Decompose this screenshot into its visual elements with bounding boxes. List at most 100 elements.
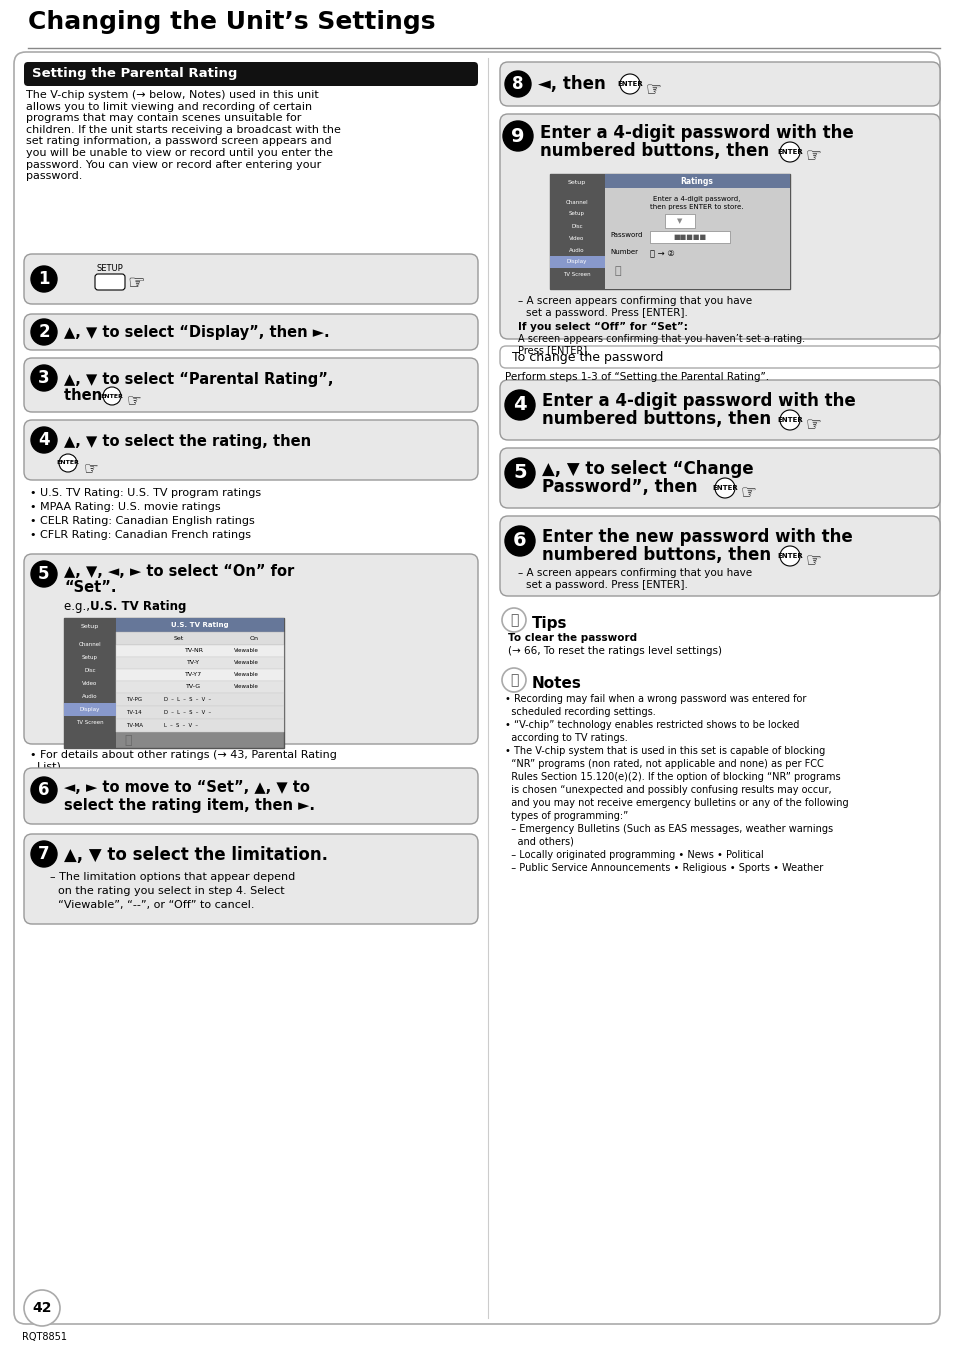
Text: 2: 2 (38, 323, 50, 342)
FancyBboxPatch shape (24, 420, 477, 481)
Text: types of programming:”: types of programming:” (504, 811, 628, 821)
FancyBboxPatch shape (24, 554, 477, 744)
Text: according to TV ratings.: according to TV ratings. (504, 733, 627, 743)
Text: SETUP: SETUP (97, 265, 124, 273)
Text: 6: 6 (38, 782, 50, 799)
Text: • “V-chip” technology enables restricted shows to be locked: • “V-chip” technology enables restricted… (504, 720, 799, 730)
Text: select the rating item, then ►.: select the rating item, then ►. (64, 798, 314, 813)
Text: 5: 5 (38, 566, 50, 583)
Text: Viewable: Viewable (233, 660, 258, 666)
Text: • CFLR Rating: Canadian French ratings: • CFLR Rating: Canadian French ratings (30, 531, 251, 540)
Text: Enter a 4-digit password with the: Enter a 4-digit password with the (539, 124, 853, 142)
FancyBboxPatch shape (24, 768, 477, 824)
Text: ☞: ☞ (127, 274, 144, 293)
Text: Video: Video (82, 680, 97, 686)
FancyBboxPatch shape (116, 720, 284, 732)
Text: and you may not receive emergency bulletins or any of the following: and you may not receive emergency bullet… (504, 798, 848, 809)
Text: – Emergency Bulletins (Such as EAS messages, weather warnings: – Emergency Bulletins (Such as EAS messa… (504, 824, 832, 834)
Circle shape (501, 668, 525, 693)
Text: TV-MA: TV-MA (126, 724, 143, 728)
FancyBboxPatch shape (116, 657, 284, 670)
Text: – The limitation options that appear depend: – The limitation options that appear dep… (50, 872, 294, 882)
Text: Changing the Unit’s Settings: Changing the Unit’s Settings (28, 9, 435, 34)
Text: ■■■■■: ■■■■■ (673, 234, 706, 240)
Text: Display: Display (80, 707, 100, 711)
Text: L  –  S  –  V  –: L – S – V – (164, 724, 198, 728)
Text: ☞: ☞ (644, 80, 660, 99)
Circle shape (504, 458, 535, 487)
Text: Channel: Channel (565, 200, 588, 204)
Circle shape (504, 390, 535, 420)
Text: – A screen appears confirming that you have: – A screen appears confirming that you h… (517, 568, 751, 578)
Circle shape (30, 364, 57, 391)
Text: 42: 42 (32, 1301, 51, 1315)
Text: TV-G: TV-G (186, 684, 201, 690)
Text: Ⓝ: Ⓝ (509, 674, 517, 687)
Text: To clear the password: To clear the password (507, 633, 637, 643)
Circle shape (502, 122, 533, 151)
Text: Viewable: Viewable (233, 648, 258, 653)
Text: 9: 9 (511, 127, 524, 146)
FancyBboxPatch shape (664, 215, 695, 228)
FancyBboxPatch shape (550, 174, 604, 289)
Text: D  –  L  –  S  –  V  –: D – L – S – V – (164, 697, 211, 702)
Text: • MPAA Rating: U.S. movie ratings: • MPAA Rating: U.S. movie ratings (30, 502, 220, 512)
Text: on the rating you select in step 4. Select: on the rating you select in step 4. Sele… (58, 886, 284, 896)
FancyBboxPatch shape (550, 256, 604, 269)
Text: – Public Service Announcements • Religious • Sports • Weather: – Public Service Announcements • Religio… (504, 863, 822, 873)
Text: ▲, ▼ to select the limitation.: ▲, ▼ to select the limitation. (64, 846, 328, 864)
Text: numbered buttons, then: numbered buttons, then (541, 410, 776, 428)
Text: “Set”.: “Set”. (64, 580, 116, 595)
Text: and others): and others) (504, 837, 574, 846)
Circle shape (619, 74, 639, 94)
Text: 4: 4 (513, 396, 526, 414)
Text: ☞: ☞ (804, 414, 821, 433)
Text: ☞: ☞ (127, 392, 142, 410)
Text: The V-chip system (→ below, Notes) used in this unit
allows you to limit viewing: The V-chip system (→ below, Notes) used … (26, 90, 340, 181)
Circle shape (59, 454, 77, 472)
Text: • The V-chip system that is used in this set is capable of blocking: • The V-chip system that is used in this… (504, 747, 824, 756)
Text: D  –  L  –  S  –  V  –: D – L – S – V – (164, 710, 211, 716)
Text: Viewable: Viewable (233, 684, 258, 690)
FancyBboxPatch shape (499, 62, 939, 107)
Text: RQT8851: RQT8851 (22, 1332, 67, 1342)
Text: • Recording may fail when a wrong password was entered for: • Recording may fail when a wrong passwo… (504, 694, 805, 703)
Circle shape (714, 478, 734, 498)
FancyBboxPatch shape (604, 174, 789, 188)
Text: ▲, ▼ to select “Display”, then ►.: ▲, ▼ to select “Display”, then ►. (64, 324, 330, 339)
FancyBboxPatch shape (499, 113, 939, 339)
FancyBboxPatch shape (550, 174, 789, 289)
Text: ☞: ☞ (740, 483, 756, 501)
Text: 4: 4 (38, 431, 50, 450)
Text: 1: 1 (38, 270, 50, 288)
Text: • For details about other ratings (→ 43, Parental Rating
  List): • For details about other ratings (→ 43,… (30, 751, 336, 772)
FancyBboxPatch shape (24, 834, 477, 923)
Text: Setting the Parental Rating: Setting the Parental Rating (32, 68, 237, 81)
FancyBboxPatch shape (116, 632, 284, 645)
Text: ENTER: ENTER (777, 554, 802, 559)
Text: then press ENTER to store.: then press ENTER to store. (650, 204, 743, 211)
FancyBboxPatch shape (14, 53, 939, 1324)
Text: Viewable: Viewable (233, 672, 258, 678)
Text: then: then (64, 387, 107, 404)
Text: Enter a 4-digit password,: Enter a 4-digit password, (653, 196, 740, 202)
FancyBboxPatch shape (24, 358, 477, 412)
Text: Disc: Disc (84, 668, 95, 674)
Text: is chosen “unexpected and possibly confusing results may occur,: is chosen “unexpected and possibly confu… (504, 784, 831, 795)
Text: TV-Y7: TV-Y7 (185, 672, 202, 678)
Text: • U.S. TV Rating: U.S. TV program ratings: • U.S. TV Rating: U.S. TV program rating… (30, 487, 261, 498)
FancyBboxPatch shape (95, 274, 125, 290)
Text: – A screen appears confirming that you have: – A screen appears confirming that you h… (517, 296, 751, 306)
Text: Password: Password (609, 232, 641, 238)
FancyBboxPatch shape (499, 379, 939, 440)
Circle shape (24, 1291, 60, 1326)
Text: TV-NR: TV-NR (184, 648, 203, 653)
Text: Ⓚ: Ⓚ (614, 266, 620, 275)
Circle shape (504, 526, 535, 556)
Text: Notes: Notes (532, 676, 581, 691)
Text: ◄, ► to move to “Set”, ▲, ▼ to: ◄, ► to move to “Set”, ▲, ▼ to (64, 780, 310, 795)
Text: – Locally originated programming • News • Political: – Locally originated programming • News … (504, 850, 763, 860)
Text: Number: Number (609, 248, 638, 255)
Text: Set: Set (173, 636, 184, 641)
FancyBboxPatch shape (64, 618, 116, 748)
